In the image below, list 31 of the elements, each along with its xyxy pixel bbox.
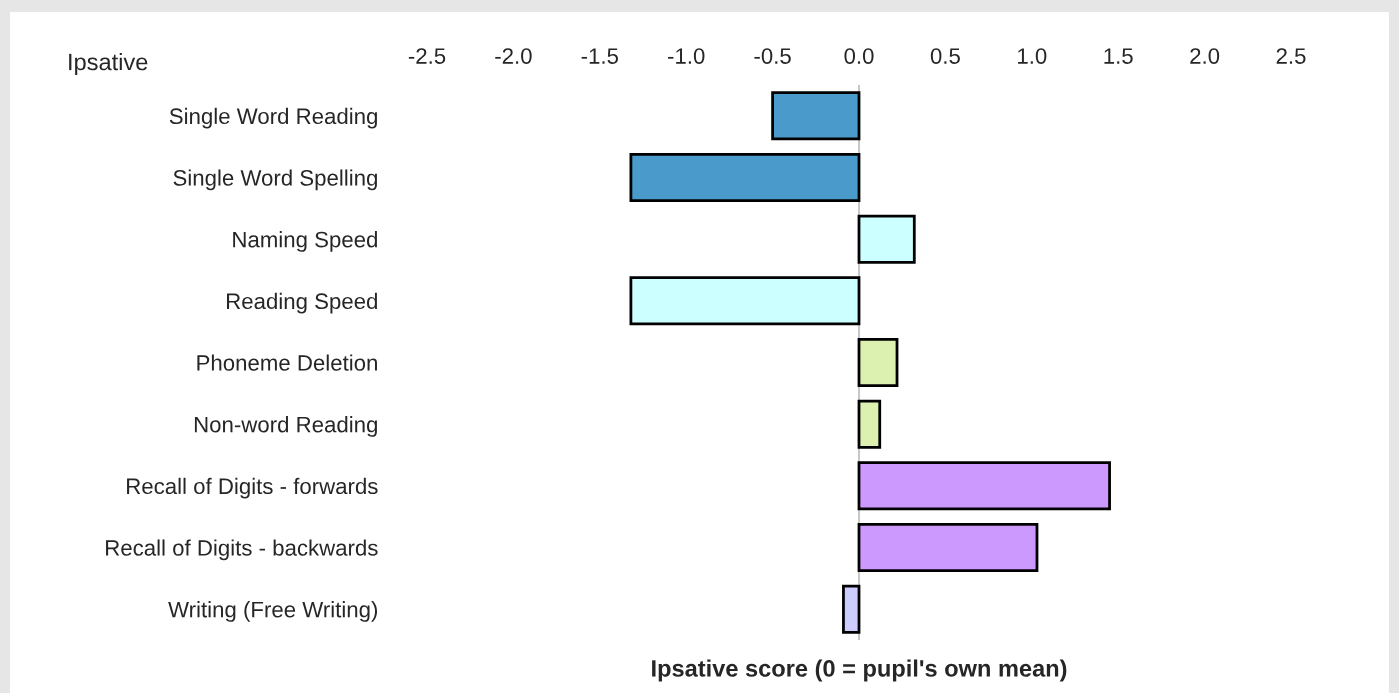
text: Ipsative <box>69 53 148 76</box>
bar <box>857 214 916 264</box>
x-tick-label: 2.5 <box>1276 48 1306 64</box>
y-tick-label: Single Word Reading <box>169 107 377 129</box>
x-tick-label: -0.5 <box>754 48 791 64</box>
x-tick-label: -2.5 <box>408 48 446 64</box>
y-tick-label: Non-word Reading <box>194 416 377 437</box>
x-tick-label: 2.0 <box>1190 48 1220 64</box>
bar <box>842 584 861 634</box>
y-tick-label: Naming Speed <box>233 231 377 252</box>
bar <box>771 91 861 141</box>
x-tick-label: 1.0 <box>1018 48 1047 64</box>
x-tick-label: 0.5 <box>930 48 960 64</box>
y-tick-label: Recall of Digits - backwards <box>106 539 378 561</box>
y-tick-label: Phoneme Deletion <box>197 354 377 371</box>
x-tick-label: 0.0 <box>844 48 874 64</box>
y-tick-label: Writing (Free Writing) <box>168 601 378 622</box>
x-axis-title: Ipsative score (0 = pupil's own mean) <box>652 659 1067 682</box>
bar <box>857 522 1039 573</box>
x-tick-label: 1.5 <box>1104 48 1133 64</box>
y-tick-label: Single Word Spelling <box>173 169 377 191</box>
x-tick-label: -2.0 <box>495 48 532 64</box>
bar <box>629 152 861 203</box>
x-tick-label: -1.0 <box>668 48 705 64</box>
bar <box>857 399 882 449</box>
bar <box>857 461 1111 511</box>
bar <box>629 276 861 326</box>
x-tick-label: -1.5 <box>581 48 619 64</box>
y-tick-label: Recall of Digits - forwards <box>127 477 378 499</box>
bar <box>857 337 899 388</box>
y-tick-label: Reading Speed <box>227 292 377 314</box>
